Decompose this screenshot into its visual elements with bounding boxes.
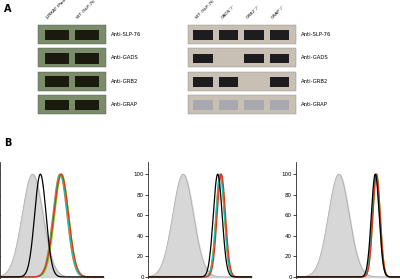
Bar [270,77,289,86]
Bar [270,54,289,63]
Bar [244,54,264,63]
Text: Anti-GRB2: Anti-GRB2 [301,79,328,84]
Bar [270,100,289,110]
Bar [75,76,99,87]
Bar [75,30,99,40]
Text: GADS⁻/⁻: GADS⁻/⁻ [220,4,236,20]
Bar [38,25,106,44]
Bar [244,100,264,110]
Text: Anti-GADS: Anti-GADS [111,55,138,60]
Text: Anti-SLP-76: Anti-SLP-76 [111,32,141,37]
Text: Anti-GRB2: Anti-GRB2 [111,79,138,84]
Text: GRAP⁻/⁻: GRAP⁻/⁻ [271,4,286,20]
Text: Anti-GRAP: Anti-GRAP [301,102,328,107]
Bar [38,48,106,67]
Text: JURKAT (Parental): JURKAT (Parental) [45,0,75,20]
Bar [75,100,99,110]
Bar [38,95,106,114]
Bar [75,53,99,64]
Bar [219,30,238,40]
Bar [38,72,106,91]
Bar [194,77,213,86]
Text: WT (SLP-76ᵒᵀ): WT (SLP-76ᵒᵀ) [195,0,219,20]
Text: Anti-SLP-76: Anti-SLP-76 [301,32,331,37]
Bar [270,30,289,40]
Bar [219,77,238,86]
Bar [219,100,238,110]
Bar [188,48,296,67]
Bar [194,54,213,63]
Bar [45,30,69,40]
Bar [188,25,296,44]
Text: Anti-GRAP: Anti-GRAP [111,102,138,107]
Bar [194,100,213,110]
Text: A: A [4,4,12,14]
Bar [244,30,264,40]
Text: GRB2⁻/⁻: GRB2⁻/⁻ [246,4,261,20]
Bar [45,53,69,64]
Bar [194,30,213,40]
Bar [45,100,69,110]
Text: WT (SLP-76ᵒᵀ): WT (SLP-76ᵒᵀ) [76,0,100,20]
Text: Anti-GADS: Anti-GADS [301,55,328,60]
Bar [188,95,296,114]
Bar [45,76,69,87]
Text: B: B [4,138,11,148]
Bar [188,72,296,91]
